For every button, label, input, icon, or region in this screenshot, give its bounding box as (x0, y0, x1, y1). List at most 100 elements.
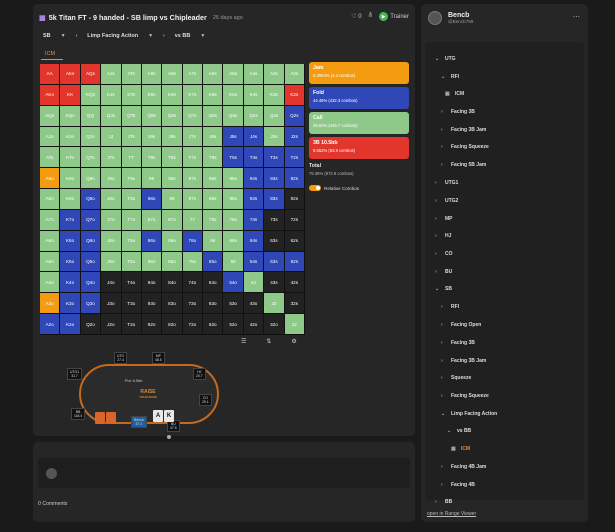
hand-cell[interactable]: 65s (223, 230, 244, 252)
hand-cell[interactable]: J7o (101, 209, 122, 231)
opponent-select[interactable]: › vs BB ▼ (163, 33, 205, 39)
hand-cell[interactable]: K8o (60, 189, 81, 210)
hand-cell[interactable]: ATs (121, 64, 142, 85)
tree-item[interactable]: › Facing Squeeze (441, 144, 489, 150)
hand-cell[interactable]: 87o (162, 209, 183, 231)
hand-cell[interactable]: 88 (162, 189, 183, 210)
hand-cell[interactable]: A7o (40, 209, 61, 231)
hand-cell[interactable]: J3o (101, 293, 122, 315)
hand-cell[interactable]: K4o (60, 272, 81, 294)
hand-cell[interactable]: 96s (203, 168, 224, 190)
hand-cell[interactable]: K6s (203, 84, 224, 106)
hand-cell[interactable]: 93o (141, 293, 163, 315)
hand-cell[interactable]: 77 (182, 209, 204, 231)
hand-cell[interactable]: 32o (264, 314, 285, 335)
tree-item[interactable]: › BB (435, 499, 452, 505)
hand-cell[interactable]: AQo (40, 105, 61, 127)
tree-item[interactable]: › Facing 5B Jam (441, 162, 486, 168)
hand-cell[interactable]: 82o (162, 314, 183, 335)
hand-cell[interactable]: 76s (203, 209, 224, 231)
hand-cell[interactable]: 74s (243, 209, 265, 231)
hand-cell[interactable]: T7s (182, 147, 204, 169)
tree-item[interactable]: › HJ (435, 233, 451, 239)
hand-cell[interactable]: Q9s (141, 105, 163, 127)
hand-cell[interactable]: JTs (121, 126, 142, 148)
hand-cell[interactable]: K4s (243, 84, 265, 106)
hand-cell[interactable]: Q7o (80, 209, 102, 231)
hand-cell[interactable]: 76o (182, 230, 204, 252)
hand-cell[interactable]: T5s (223, 147, 244, 169)
action-select[interactable]: › Limp Facing Action ▼ (76, 33, 153, 39)
hand-cell[interactable]: K8s (162, 84, 183, 106)
tree-item[interactable]: ⌄ Limp Facing Action (441, 411, 497, 417)
hand-cell[interactable]: 73s (264, 209, 285, 231)
hand-cell[interactable]: Q4s (243, 105, 265, 127)
hand-cell[interactable]: J4s (243, 126, 265, 148)
hand-cell[interactable]: 65o (203, 251, 224, 273)
hand-cell[interactable]: A5s (223, 64, 244, 85)
hand-cell[interactable]: 83o (162, 293, 183, 315)
hand-cell[interactable]: T2o (121, 314, 142, 335)
hand-cell[interactable]: 93s (264, 168, 285, 190)
hand-cell[interactable]: 86s (203, 189, 224, 210)
hand-cell[interactable]: J2o (101, 314, 122, 335)
tree-item[interactable]: › UTG1 (435, 180, 458, 186)
tree-item[interactable]: ⌄ SB (435, 286, 452, 292)
hand-cell[interactable]: K5s (223, 84, 244, 106)
hand-cell[interactable]: A8s (162, 64, 183, 85)
hand-cell[interactable]: A2s (284, 64, 305, 85)
hand-cell[interactable]: 64s (243, 230, 265, 252)
hand-cell[interactable]: A9s (141, 64, 163, 85)
hand-cell[interactable]: 63s (264, 230, 285, 252)
hand-cell[interactable]: 42o (243, 314, 265, 335)
hand-cell[interactable]: J8s (162, 126, 183, 148)
hand-cell[interactable]: 97s (182, 168, 204, 190)
hand-cell[interactable]: A4s (243, 64, 265, 85)
hand-cell[interactable]: AA (40, 64, 61, 85)
hand-cell[interactable]: J6o (101, 230, 122, 252)
hand-cell[interactable]: T7o (121, 209, 142, 231)
hand-cell[interactable]: Q6s (203, 105, 224, 127)
tree-item[interactable]: › Facing Open (441, 322, 481, 328)
hand-cell[interactable]: Q4o (80, 272, 102, 294)
swap-icon[interactable]: ⇅ (266, 339, 272, 345)
hand-cell[interactable]: 84s (243, 189, 265, 210)
hand-cell[interactable]: 42s (284, 272, 305, 294)
settings-icon[interactable]: ⚙ (291, 339, 297, 345)
carousel-dot[interactable] (167, 435, 171, 439)
hand-cell[interactable]: T4o (121, 272, 142, 294)
legend-lr[interactable]: 3B 10.5bb 9.652% (93.9 combos) (309, 137, 409, 159)
hand-cell[interactable]: QTs (121, 105, 142, 127)
tree-item[interactable]: › Facing 3B (441, 340, 475, 346)
hand-cell[interactable]: K2s (284, 84, 305, 106)
toggle-switch[interactable] (309, 185, 321, 191)
hand-cell[interactable]: KQs (80, 84, 102, 106)
hand-cell[interactable]: T6s (203, 147, 224, 169)
hand-cell[interactable]: KJs (101, 84, 122, 106)
hand-cell[interactable]: 54o (223, 272, 244, 294)
hand-cell[interactable]: QQ (80, 105, 102, 127)
hand-cell[interactable]: 96o (141, 230, 163, 252)
hand-cell[interactable]: 43s (264, 272, 285, 294)
comment-input[interactable] (38, 458, 410, 488)
tree-item[interactable]: › Facing Squeeze (441, 393, 489, 399)
hand-cell[interactable]: 86o (162, 230, 183, 252)
hand-cell[interactable]: T5o (121, 251, 142, 273)
hand-cell[interactable]: KJo (60, 126, 81, 148)
hand-cell[interactable]: J9s (141, 126, 163, 148)
hand-cell[interactable]: TT (121, 147, 142, 169)
hand-cell[interactable]: A6s (203, 64, 224, 85)
trainer-button[interactable]: ▶ Trainer (379, 12, 409, 21)
hand-cell[interactable]: J9o (101, 168, 122, 190)
hand-cell[interactable]: KTs (121, 84, 142, 106)
hand-cell[interactable]: Q8s (162, 105, 183, 127)
hand-cell[interactable]: KK (60, 84, 81, 106)
hand-cell[interactable]: A4o (40, 272, 61, 294)
hand-cell[interactable]: A3s (264, 64, 285, 85)
hand-cell[interactable]: J5s (223, 126, 244, 148)
hand-cell[interactable]: 73o (182, 293, 204, 315)
hand-cell[interactable]: A9o (40, 168, 61, 190)
hand-cell[interactable]: 53s (264, 251, 285, 273)
hand-cell[interactable]: 97o (141, 209, 163, 231)
hand-cell[interactable]: T8o (121, 189, 142, 210)
